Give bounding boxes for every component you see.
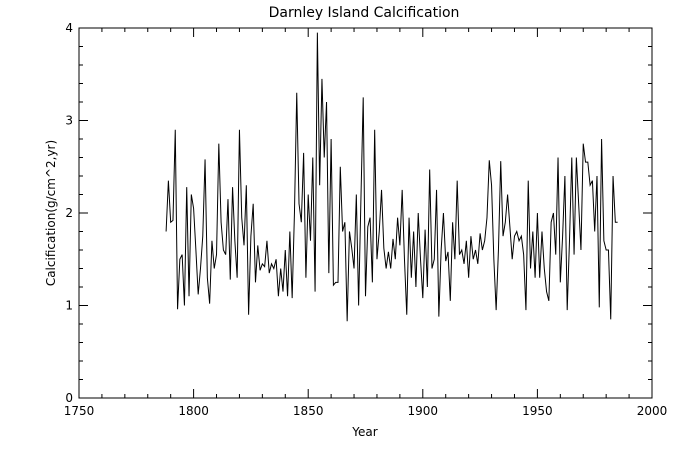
y-tick-label: 1	[65, 299, 73, 313]
x-tick-labels: 1750 1800 1850 1900 1950 2000	[64, 404, 668, 418]
x-tick-label: 1900	[408, 404, 439, 418]
x-tick-label: 1750	[64, 404, 95, 418]
y-tick-label: 3	[65, 114, 73, 128]
x-tick-label: 1850	[293, 404, 324, 418]
y-tick-label: 2	[65, 206, 73, 220]
series-line	[165, 32, 618, 322]
axis-ticks	[78, 27, 653, 399]
y-tick-label: 4	[65, 21, 73, 35]
x-tick-label: 1950	[522, 404, 553, 418]
x-axis-label: Year	[351, 425, 377, 439]
y-tick-label: 0	[65, 391, 73, 405]
plot-frame	[78, 27, 653, 399]
x-tick-label: 1800	[178, 404, 209, 418]
y-tick-labels: 0 1 2 3 4	[65, 21, 73, 405]
chart-title: Darnley Island Calcification	[269, 5, 460, 21]
y-axis-label: Calcification(g/cm^2,yr)	[44, 140, 58, 286]
x-tick-label: 2000	[637, 404, 668, 418]
